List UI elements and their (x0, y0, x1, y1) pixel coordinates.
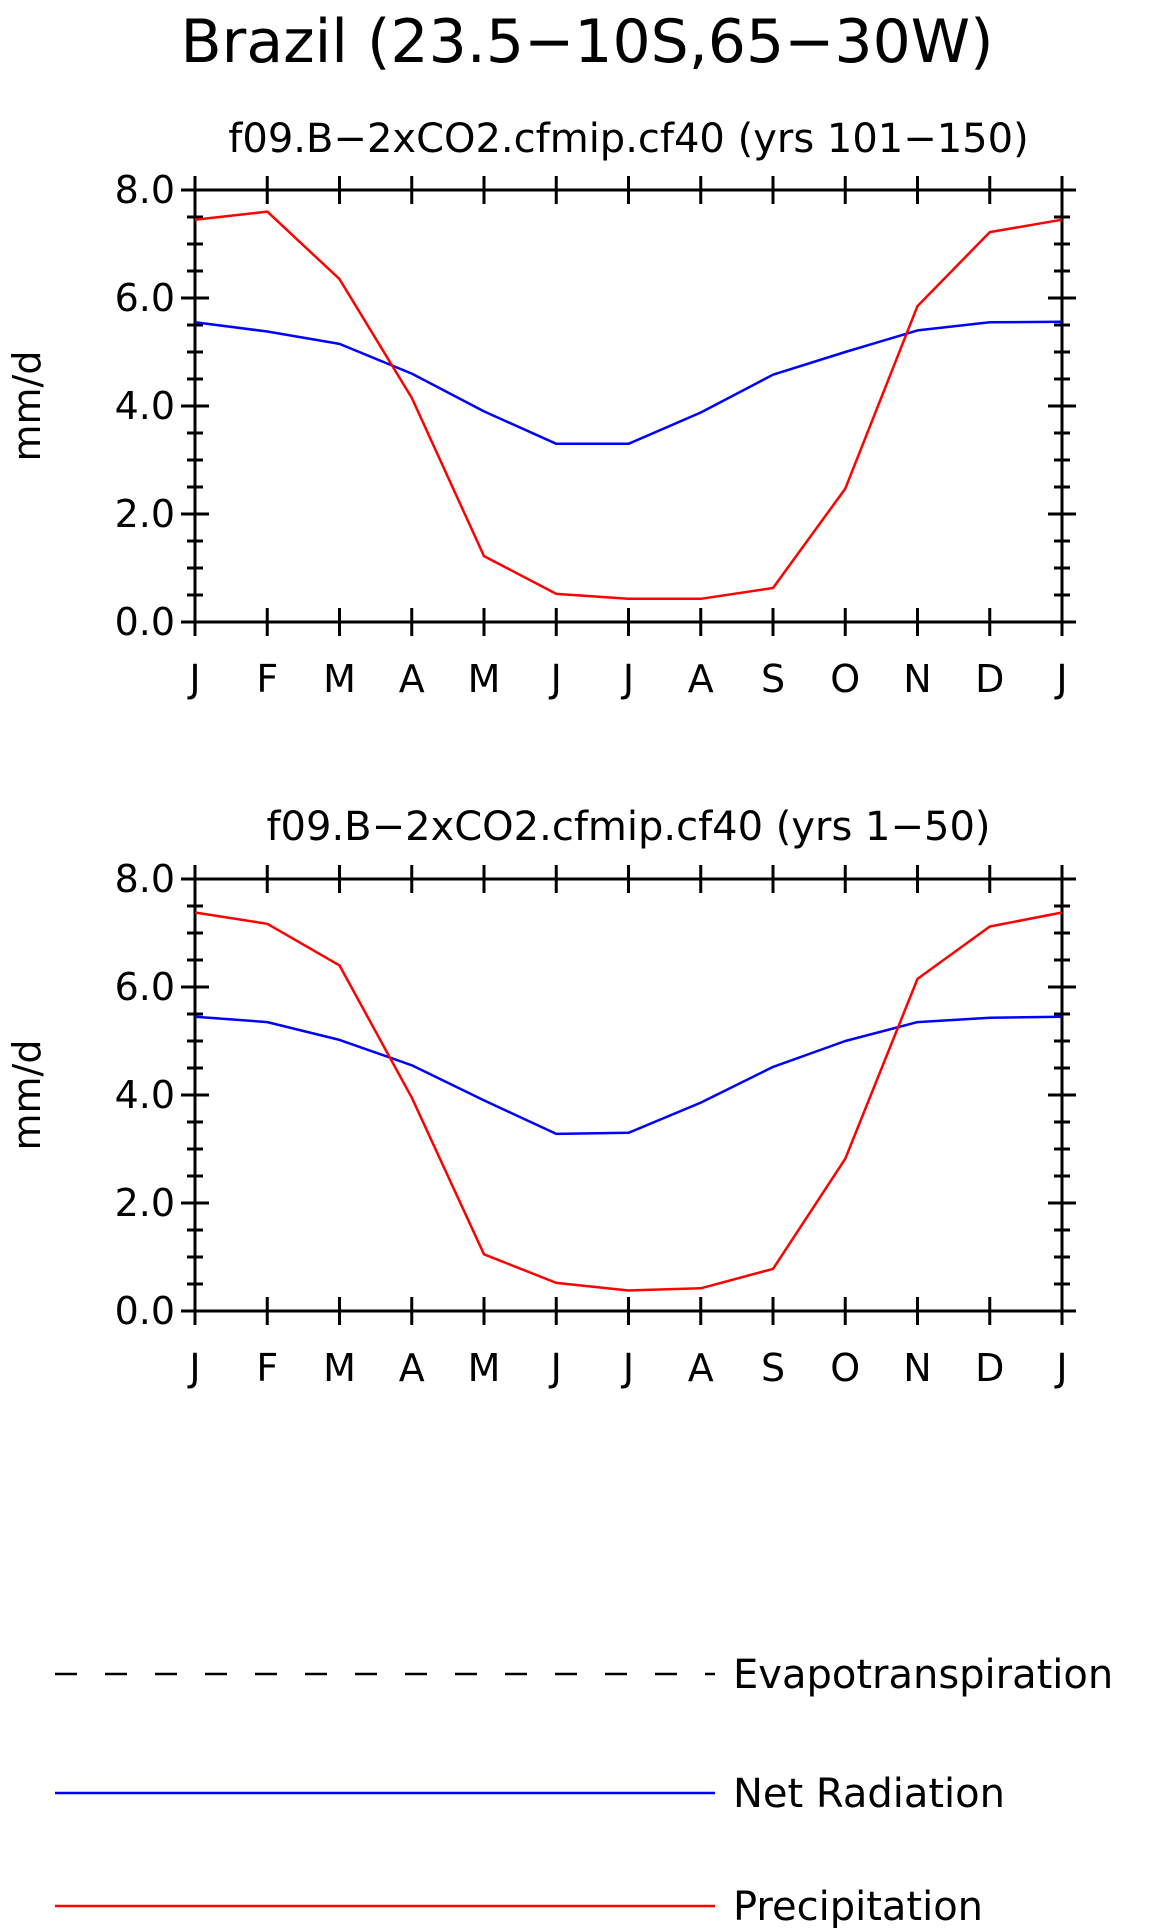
x-tick-label: N (903, 657, 931, 701)
x-tick-label: A (688, 657, 714, 701)
series-line-precipitation (194, 911, 1063, 1292)
y-tick-label: 4.0 (115, 384, 175, 428)
x-tick-label: A (399, 657, 425, 701)
x-tick-label: O (830, 1346, 860, 1390)
y-axis-label: mm/d (5, 351, 49, 462)
y-tick-label: 0.0 (115, 1289, 175, 1333)
plot-frame (193, 877, 1064, 1313)
x-tick-label: A (688, 1346, 714, 1390)
x-tick-label: M (468, 657, 501, 701)
chart-panel-1: f09.B−2xCO2.cfmip.cf40 (yrs 101−150) 0.0 2… (5, 116, 1076, 701)
page-title: Brazil (23.5−10S,65−30W) (181, 7, 994, 77)
x-tick-label: J (1054, 657, 1067, 701)
y-tick-label: 8.0 (115, 857, 175, 901)
y-tick-label: 2.0 (115, 1181, 175, 1225)
x-tick-label: O (830, 657, 860, 701)
y-tick-label: 2.0 (115, 492, 175, 536)
x-tick-label: J (621, 1346, 634, 1390)
x-tick-label: M (323, 1346, 356, 1390)
y-axis-label: mm/d (5, 1040, 49, 1151)
chart-title: f09.B−2xCO2.cfmip.cf40 (yrs 101−150) (228, 116, 1028, 162)
x-tick-label: M (468, 1346, 501, 1390)
chart-title: f09.B−2xCO2.cfmip.cf40 (yrs 1−50) (266, 804, 990, 850)
x-tick-label: M (323, 657, 356, 701)
x-tick-label: J (549, 1346, 562, 1390)
x-tick-label: A (399, 1346, 425, 1390)
x-tick-label: J (1054, 1346, 1067, 1390)
y-tick-label: 4.0 (115, 1073, 175, 1117)
x-tick-label: J (187, 657, 200, 701)
legend: Evapotranspiration Net Radiation Precipita… (55, 1652, 1113, 1928)
y-tick-label: 6.0 (115, 276, 175, 320)
legend-label: Net Radiation (733, 1771, 1005, 1817)
y-tick-label: 0.0 (115, 600, 175, 644)
series-line-net-radiation (194, 320, 1063, 446)
y-tick-label: 8.0 (115, 168, 175, 212)
chart-panel-2: f09.B−2xCO2.cfmip.cf40 (yrs 1−50) 0.0 2.0 4… (5, 804, 1076, 1390)
legend-label: Precipitation (733, 1884, 983, 1928)
x-tick-label: S (761, 1346, 785, 1390)
legend-label: Evapotranspiration (733, 1652, 1113, 1698)
x-tick-label: J (621, 657, 634, 701)
x-tick-label: F (256, 1346, 278, 1390)
plot-frame (193, 188, 1064, 624)
series-line-precipitation (194, 210, 1063, 601)
x-tick-label: J (187, 1346, 200, 1390)
series-line-net-radiation (194, 1015, 1063, 1136)
x-tick-label: J (549, 657, 562, 701)
x-tick-label: D (975, 1346, 1004, 1390)
x-tick-label: S (761, 657, 785, 701)
x-tick-label: N (903, 1346, 931, 1390)
x-tick-label: D (975, 657, 1004, 701)
plots-group: f09.B−2xCO2.cfmip.cf40 (yrs 101−150) 0.0 2… (5, 116, 1076, 1390)
x-tick-label: F (256, 657, 278, 701)
y-tick-label: 6.0 (115, 965, 175, 1009)
